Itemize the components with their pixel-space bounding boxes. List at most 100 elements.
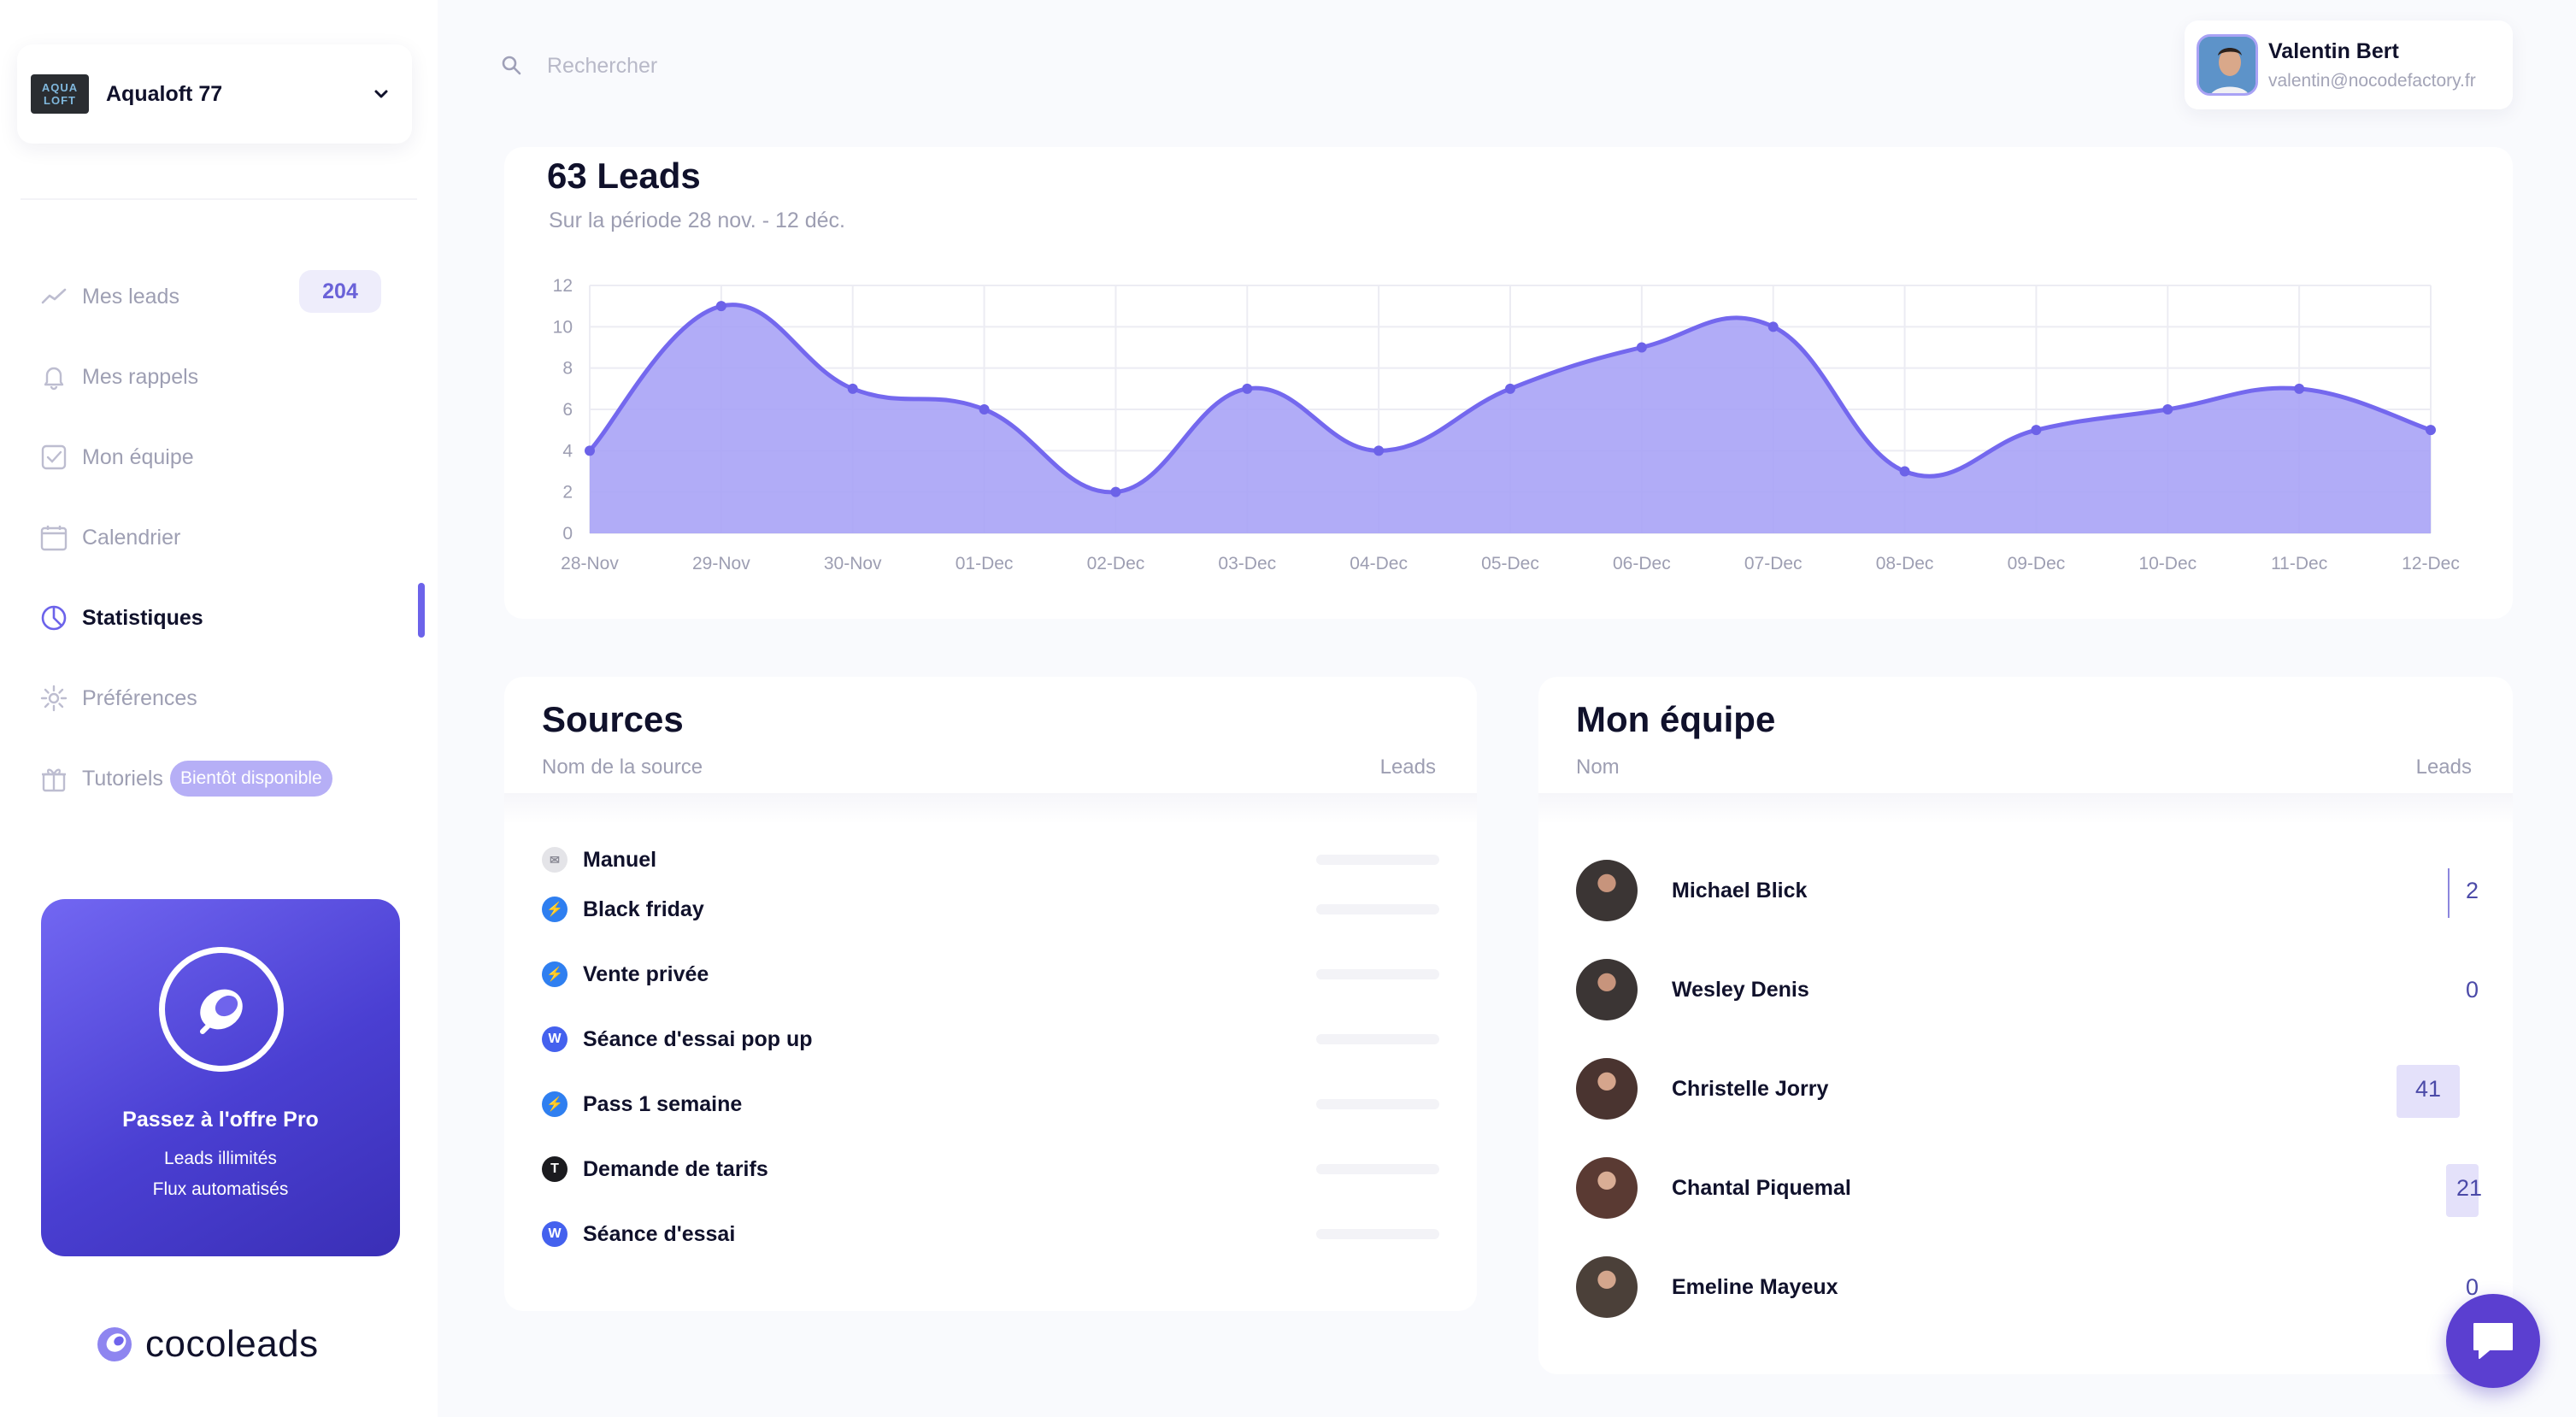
user-profile-card[interactable]: Valentin Bert valentin@nocodefactory.fr: [2185, 21, 2513, 109]
leads-bar: [2448, 868, 2450, 918]
x-tick-label: 29-Nov: [692, 554, 750, 573]
brand-logo: cocoleads: [96, 1323, 319, 1366]
sources-col-leads: Leads: [1379, 756, 1436, 779]
data-point: [2162, 404, 2173, 415]
data-point: [847, 383, 858, 394]
bolt-icon: ⚡: [542, 961, 568, 987]
data-point: [2426, 425, 2436, 436]
source-leads-bar: [1316, 969, 1439, 979]
leads-total-title: 63 Leads: [547, 156, 701, 196]
source-row[interactable]: W Séance d'essai pop up: [542, 1022, 1439, 1056]
bolt-icon: ⚡: [542, 897, 568, 922]
sources-col-name: Nom de la source: [542, 756, 703, 779]
source-leads-bar: [1316, 1099, 1439, 1109]
team-col-name: Nom: [1576, 756, 1620, 779]
avatar: [1576, 1058, 1638, 1120]
sidebar-nav: Mes leads 204 Mes rappels Mon équipe Cal…: [0, 256, 438, 819]
y-tick-label: 6: [562, 400, 573, 420]
source-leads-bar: [1316, 904, 1439, 914]
team-title: Mon équipe: [1576, 699, 1776, 739]
source-row[interactable]: W Séance d'essai: [542, 1217, 1439, 1251]
workspace-logo: AQUA LOFT: [31, 74, 89, 114]
x-tick-label: 09-Dec: [2008, 554, 2066, 573]
series-line: [588, 303, 2432, 495]
leads-area-chart: 0 2 4 6 8 10 12 28-Nov 29-Nov 30-Nov 01-Dec 02-Dec 0…: [553, 276, 2460, 573]
team-col-leads: Leads: [2415, 756, 2472, 779]
source-name: Pass 1 semaine: [583, 1091, 743, 1116]
source-row[interactable]: ⚡ Black friday: [542, 892, 1439, 926]
sidebar-item-statistiques[interactable]: Statistiques: [0, 578, 438, 658]
workspace-switcher[interactable]: AQUA LOFT Aqualoft 77: [17, 44, 412, 144]
gear-icon: [39, 684, 68, 713]
data-point: [1505, 383, 1515, 394]
sidebar-item-label: Préférences: [82, 685, 197, 710]
user-name: Valentin Bert: [2268, 38, 2399, 63]
sidebar-item-mes-leads[interactable]: Mes leads 204: [0, 256, 438, 337]
search-input[interactable]: [547, 48, 1060, 84]
member-name: Wesley Denis: [1672, 977, 1809, 1002]
bolt-icon: ⚡: [542, 1091, 568, 1117]
y-tick-label: 0: [562, 524, 573, 544]
sidebar-item-preferences[interactable]: Préférences: [0, 658, 438, 738]
source-row[interactable]: ⚡ Vente privée: [542, 957, 1439, 991]
sidebar-item-mon-equipe[interactable]: Mon équipe: [0, 417, 438, 497]
pie-chart-icon: [39, 603, 68, 632]
x-tick-label: 05-Dec: [1481, 554, 1539, 573]
team-member-row[interactable]: Christelle Jorry 41: [1576, 1056, 2482, 1121]
team-member-row[interactable]: Michael Blick 2: [1576, 858, 2482, 923]
chevron-down-icon[interactable]: [373, 85, 390, 103]
avatar: [1576, 1157, 1638, 1219]
source-name: Demande de tarifs: [583, 1156, 768, 1181]
team-member-row[interactable]: Wesley Denis 0: [1576, 957, 2482, 1022]
y-tick-label: 12: [553, 276, 573, 296]
sidebar-item-label: Statistiques: [82, 605, 203, 630]
source-name: Séance d'essai pop up: [583, 1026, 813, 1051]
sidebar-item-label: Calendrier: [82, 525, 181, 550]
sidebar-divider: [21, 198, 417, 200]
y-tick-label: 10: [553, 317, 573, 337]
sidebar-item-calendrier[interactable]: Calendrier: [0, 497, 438, 578]
source-name: Vente privée: [583, 961, 709, 986]
sources-card: Sources Nom de la source Leads ✉ Manuel …: [504, 677, 1477, 1311]
team-member-row[interactable]: Emeline Mayeux 0: [1576, 1255, 2482, 1320]
x-tick-label: 08-Dec: [1876, 554, 1934, 573]
member-leads: 41: [2397, 1065, 2460, 1118]
x-tick-label: 06-Dec: [1613, 554, 1671, 573]
team-card: Mon équipe Nom Leads Michael Blick 2 Wes…: [1538, 677, 2513, 1374]
data-point: [1767, 321, 1779, 332]
team-member-row[interactable]: Chantal Piquemal 21: [1576, 1155, 2482, 1220]
source-name: Séance d'essai: [583, 1221, 736, 1246]
user-email: valentin@nocodefactory.fr: [2268, 70, 2476, 91]
member-name: Michael Blick: [1672, 878, 1808, 903]
leads-period-subtitle: Sur la période 28 nov. - 12 déc.: [549, 209, 845, 232]
source-leads-bar: [1316, 1164, 1439, 1174]
promo-feature: Leads illimités: [164, 1149, 277, 1168]
chat-bubble-icon: [2473, 1323, 2513, 1359]
t-logo-icon: T: [542, 1156, 568, 1182]
x-tick-label: 11-Dec: [2271, 554, 2327, 573]
sources-title: Sources: [542, 699, 684, 739]
member-leads: 2: [2448, 867, 2482, 918]
search-icon: [502, 56, 521, 75]
upgrade-pro-card[interactable]: Passez à l'offre Pro Leads illimités Flu…: [41, 899, 400, 1256]
x-tick-label: 02-Dec: [1087, 554, 1145, 573]
x-tick-label: 30-Nov: [824, 554, 882, 573]
chat-support-button[interactable]: [2446, 1294, 2540, 1388]
header-shadow: [1538, 793, 2513, 824]
sidebar-item-tutoriels[interactable]: Tutoriels Bientôt disponible: [0, 738, 438, 819]
y-tick-label: 2: [562, 483, 573, 503]
source-row[interactable]: T Demande de tarifs: [542, 1152, 1439, 1186]
sidebar-item-label: Mes rappels: [82, 364, 199, 389]
member-leads: 21: [2446, 1164, 2482, 1217]
source-row[interactable]: ⚡ Pass 1 semaine: [542, 1087, 1439, 1121]
source-row[interactable]: ✉ Manuel: [542, 843, 1439, 877]
data-point: [1373, 445, 1385, 456]
sidebar-item-mes-rappels[interactable]: Mes rappels: [0, 337, 438, 417]
source-leads-bar: [1316, 1229, 1439, 1239]
trend-line-icon: [39, 282, 68, 311]
data-point: [979, 404, 990, 415]
x-tick-label: 04-Dec: [1350, 554, 1408, 573]
data-point: [1242, 383, 1253, 394]
promo-feature: Flux automatisés: [152, 1179, 289, 1199]
data-point: [1110, 486, 1121, 497]
